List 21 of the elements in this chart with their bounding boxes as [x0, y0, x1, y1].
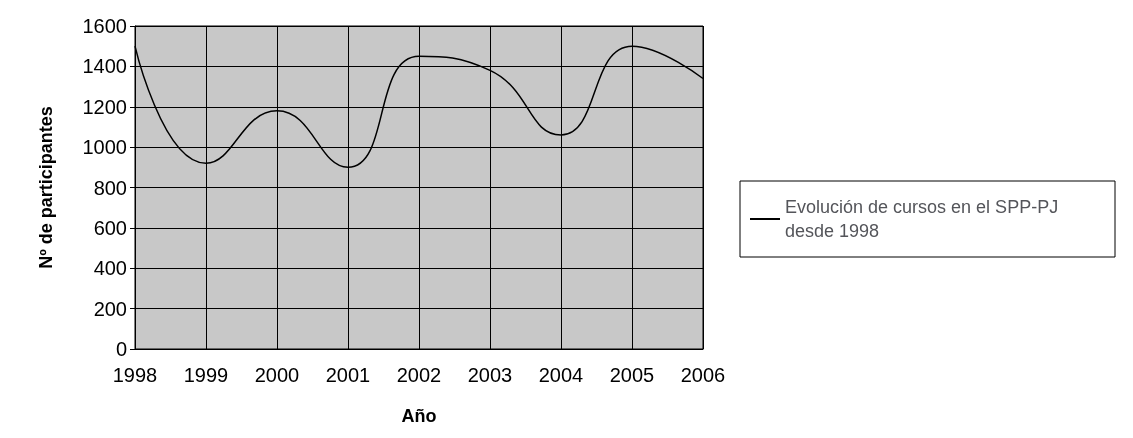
- x-tick-label: 2002: [396, 364, 442, 386]
- y-tick-label: 0: [115, 338, 127, 360]
- y-tick-label: 600: [93, 216, 127, 239]
- y-tick-label: 1000: [82, 136, 127, 159]
- y-tick-label: 800: [93, 176, 127, 199]
- x-tick-label: 2004: [538, 364, 584, 386]
- y-tick-label: 200: [93, 297, 127, 320]
- x-tick-label: 2001: [325, 364, 371, 386]
- x-tick-label: 2000: [254, 364, 300, 386]
- x-tick-label: 1998: [112, 364, 158, 386]
- y-axis-title: Nº de participantes: [36, 106, 56, 269]
- y-tick-label: 1600: [82, 15, 127, 37]
- y-tick-label: 1200: [82, 95, 127, 118]
- x-tick-label: 2006: [680, 364, 726, 386]
- x-tick-label: 1999: [183, 364, 229, 386]
- x-tick-label: 2003: [467, 364, 513, 386]
- y-tick-label: 1400: [82, 55, 127, 78]
- y-tick-label: 400: [93, 257, 127, 280]
- legend-label: Evolución de cursos en el SPP-PJ desde 1998: [785, 197, 1064, 241]
- x-axis-title: Año: [401, 406, 437, 426]
- x-tick-label: 2005: [609, 364, 655, 386]
